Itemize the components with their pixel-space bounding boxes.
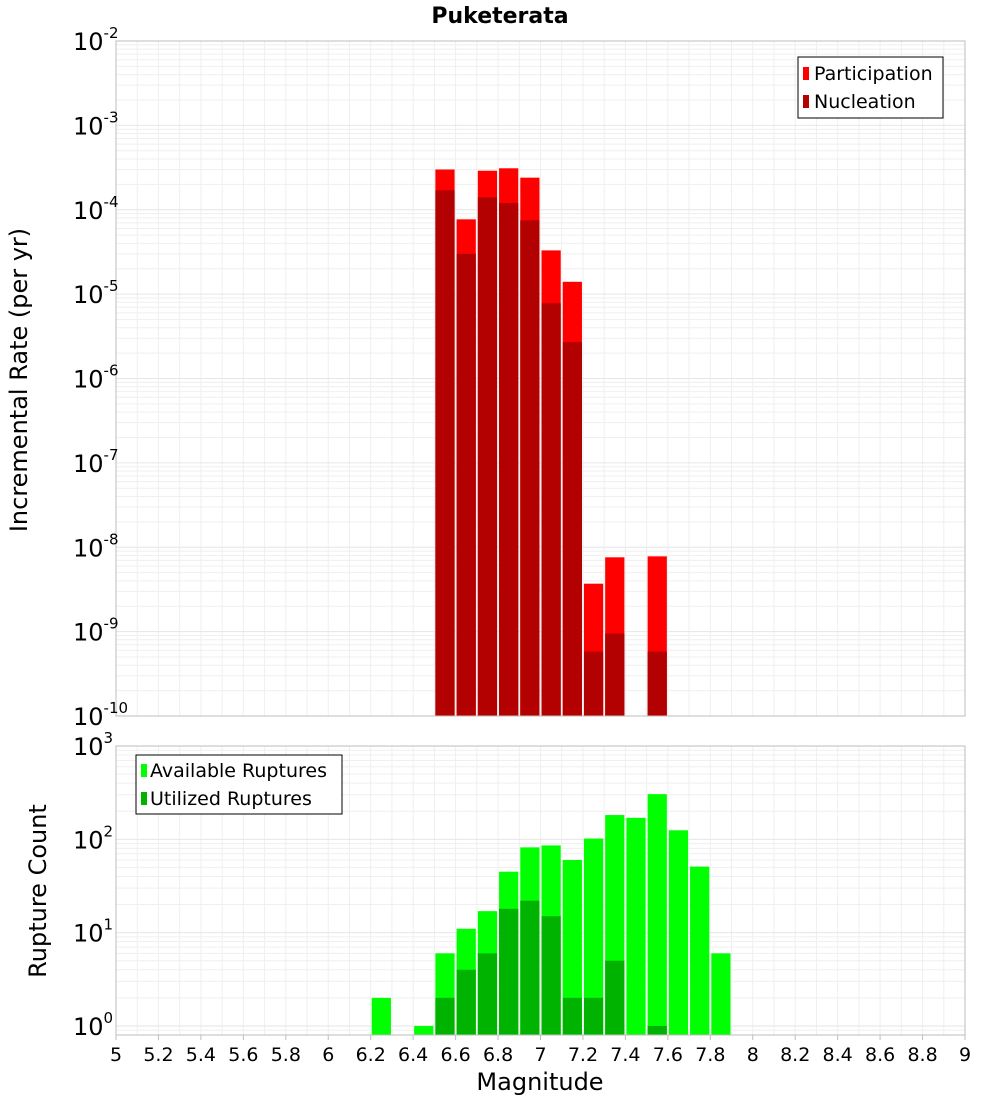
available-legend-swatch (141, 764, 147, 777)
rate-y-tick-label: 10-7 (73, 446, 119, 478)
utilized-ruptures-bar (583, 997, 604, 1035)
x-tick-label: 6.8 (483, 1044, 513, 1066)
nucleation-bar (477, 197, 498, 717)
nucleation-bar (435, 190, 455, 716)
rate-y-tick-label: 10-6 (73, 362, 119, 394)
nucleation-legend-label: Nucleation (814, 91, 916, 113)
available-ruptures-bar (626, 817, 646, 1035)
rate-y-ticks: 10-10 10-9 10-8 10-7 10-6 10-5 10-4 10-3 10-2 (73, 24, 128, 731)
available-ruptures-bar (711, 953, 731, 1035)
available-ruptures-bar (690, 866, 710, 1035)
x-tick-label: 5.8 (271, 1044, 301, 1066)
available-ruptures-bar (562, 860, 582, 1035)
x-tick-label: 5 (110, 1044, 122, 1066)
rate-bars (435, 168, 667, 717)
rate-y-tick-label: 10-8 (73, 530, 119, 562)
utilized-ruptures-bar (562, 997, 582, 1035)
participation-legend-label: Participation (814, 63, 933, 85)
rupture-legend-box (135, 754, 343, 815)
x-tick-label: 6.6 (440, 1044, 470, 1066)
available-ruptures-bar (371, 997, 391, 1035)
x-tick-label: 7.6 (653, 1044, 683, 1066)
available-ruptures-bar (668, 830, 689, 1035)
x-tick-label: 6 (322, 1044, 334, 1066)
x-tick-label: 7.8 (695, 1044, 725, 1066)
x-axis-title: Magnitude (476, 1068, 603, 1096)
utilized-legend-swatch (141, 792, 147, 805)
nucleation-legend-swatch (803, 95, 809, 108)
rupture-y-tick-label: 102 (73, 822, 113, 854)
rate-y-tick-label: 10-3 (73, 108, 119, 140)
nucleation-bar (605, 633, 625, 716)
rate-y-tick-label: 10-2 (73, 24, 119, 56)
nucleation-bar (583, 651, 604, 716)
rupture-y-tick-label: 100 (73, 1009, 113, 1041)
x-tick-label: 8 (747, 1044, 759, 1066)
rate-y-axis-title: Incremental Rate (per yr) (5, 228, 33, 532)
x-tick-label: 5.6 (228, 1044, 258, 1066)
utilized-ruptures-bar (520, 900, 540, 1035)
x-tick-label: 8.6 (865, 1044, 895, 1066)
rupture-y-axis-title: Rupture Count (24, 804, 52, 978)
rate-panel: 10-10 10-9 10-8 10-7 10-6 10-5 10-4 10-3 10-2 In… (5, 24, 966, 731)
x-tick-label: 6.2 (356, 1044, 386, 1066)
rupture-y-ticks: 100 101 102 103 (73, 729, 113, 1041)
rate-legend-box (797, 56, 944, 119)
utilized-ruptures-bar (435, 997, 455, 1035)
chart-title: Puketerata (431, 4, 568, 29)
rate-legend: Participation Nucleation (797, 56, 944, 119)
utilized-ruptures-bar (605, 960, 625, 1035)
nucleation-bar (456, 253, 476, 716)
available-ruptures-bar (414, 1025, 434, 1035)
x-tick-label: 8.2 (780, 1044, 810, 1066)
x-tick-label: 7.4 (610, 1044, 640, 1066)
utilized-legend-label: Utilized Ruptures (150, 788, 312, 810)
x-tick-label: 7 (534, 1044, 546, 1066)
x-tick-label: 8.4 (823, 1044, 853, 1066)
utilized-ruptures-bar (456, 969, 476, 1035)
rupture-gridlines (115, 746, 966, 1036)
x-tick-label: 6.4 (398, 1044, 428, 1066)
utilized-ruptures-bar (477, 953, 498, 1035)
nucleation-bar (562, 342, 582, 716)
rupture-bars (371, 794, 731, 1035)
x-tick-label: 8.8 (907, 1044, 937, 1066)
rate-y-tick-label: 10-4 (73, 193, 119, 225)
rupture-count-panel: 100 101 102 103 5 5.2 5.4 5.6 5.8 6 6.2 6.4 6.6 6.8 7… (24, 729, 971, 1096)
rupture-y-tick-label: 103 (73, 729, 113, 761)
x-tick-label: 9 (959, 1044, 971, 1066)
rate-plot-border (115, 40, 966, 717)
participation-legend-swatch (803, 67, 809, 80)
nucleation-bar (499, 203, 519, 716)
x-tick-label: 7.2 (568, 1044, 598, 1066)
utilized-ruptures-bar (647, 1025, 667, 1035)
magnitude-x-ticks: 5 5.2 5.4 5.6 5.8 6 6.2 6.4 6.6 6.8 7 7.2 7.4 7.6 7.8 8… (110, 1035, 971, 1066)
x-tick-label: 5.4 (186, 1044, 216, 1066)
x-tick-label: 5.2 (143, 1044, 173, 1066)
rate-gridlines (115, 41, 966, 717)
rate-y-tick-label: 10-5 (73, 277, 119, 309)
available-legend-label: Available Ruptures (150, 760, 327, 782)
nucleation-bar (520, 220, 540, 717)
nucleation-bar (541, 303, 561, 716)
rate-y-tick-label: 10-10 (73, 699, 128, 731)
nucleation-bar (647, 651, 667, 716)
available-ruptures-bar (647, 794, 667, 1035)
utilized-ruptures-bar (499, 908, 519, 1035)
utilized-ruptures-bar (541, 916, 561, 1035)
rate-y-tick-label: 10-9 (73, 615, 119, 647)
rupture-legend: Available Ruptures Utilized Ruptures (135, 754, 343, 815)
rupture-y-tick-label: 101 (73, 916, 113, 948)
available-ruptures-bar (583, 838, 604, 1035)
